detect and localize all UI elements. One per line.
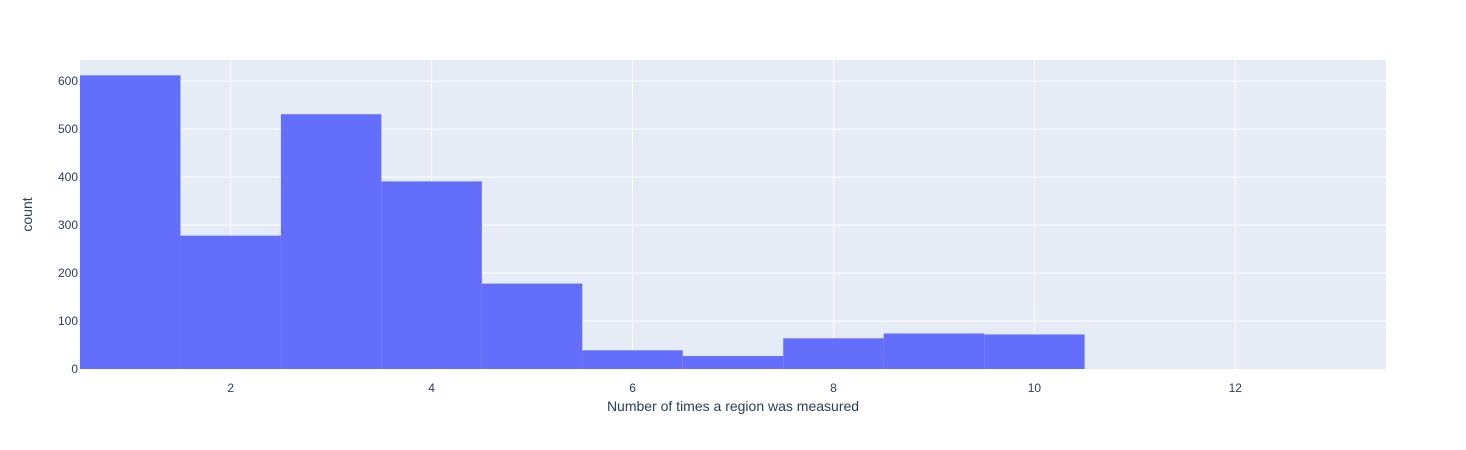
x-tick-label: 2 <box>227 381 234 395</box>
y-tick-label: 200 <box>58 266 78 280</box>
x-tick-label: 12 <box>1229 381 1243 395</box>
histogram-bar[interactable] <box>783 338 884 369</box>
y-tick-label: 600 <box>58 74 78 88</box>
bars <box>80 75 1085 370</box>
x-tick-label: 8 <box>830 381 837 395</box>
histogram-bar[interactable] <box>582 350 683 369</box>
histogram-bar[interactable] <box>381 181 482 369</box>
histogram-bar[interactable] <box>682 356 784 369</box>
histogram-bar[interactable] <box>481 283 583 369</box>
histogram-bar[interactable] <box>180 235 281 369</box>
y-axis-ticks: 0 100 200 300 400 500 600 <box>58 74 78 376</box>
x-axis-ticks: 2 4 6 8 10 12 <box>227 381 1242 395</box>
x-axis-title: Number of times a region was measured <box>607 398 859 414</box>
x-tick-label: 10 <box>1028 381 1042 395</box>
x-tick-label: 6 <box>629 381 636 395</box>
histogram-bar[interactable] <box>984 334 1085 369</box>
y-tick-label: 500 <box>58 122 78 136</box>
x-tick-label: 4 <box>428 381 435 395</box>
y-tick-label: 300 <box>58 218 78 232</box>
y-tick-label: 100 <box>58 314 78 328</box>
histogram-bar[interactable] <box>80 75 181 369</box>
histogram-bar[interactable] <box>280 114 382 370</box>
y-tick-label: 400 <box>58 170 78 184</box>
histogram-bar[interactable] <box>883 333 985 369</box>
y-tick-label: 0 <box>71 362 78 376</box>
y-axis-title: count <box>19 197 35 231</box>
